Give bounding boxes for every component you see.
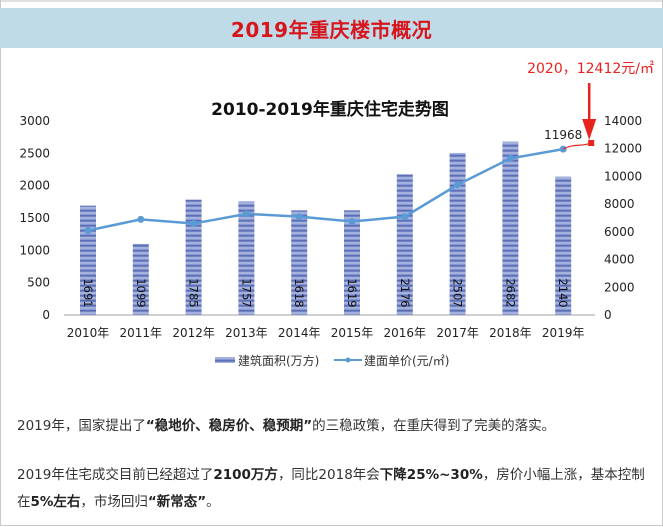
projection-marker: [588, 140, 595, 147]
bar: [185, 199, 202, 315]
x-tick-label: 2016年: [384, 326, 427, 340]
bar-data-label: 2176: [398, 278, 412, 307]
x-tick-label: 2011年: [120, 326, 163, 340]
projection-label: 2020，12412元/㎡: [527, 61, 654, 77]
p2-bold-volume: 2100万方: [213, 467, 278, 483]
left-tick-label: 1000: [19, 243, 50, 257]
left-tick-label: 2000: [19, 179, 50, 193]
bar: [80, 205, 96, 315]
bar-data-label: 1099: [134, 278, 148, 307]
right-tick-label: 10000: [604, 169, 642, 183]
bar-data-label: 1691: [81, 278, 95, 307]
p2-text-i: 。: [206, 494, 220, 510]
x-axis-labels: 2010年 2011年 2012年 2013年 2014年 2015年 2016年 2017年…: [67, 326, 585, 340]
x-tick-label: 2010年: [67, 326, 110, 340]
bar-data-label: 1619: [345, 278, 359, 307]
line-marker: [506, 154, 514, 162]
line-data-label: 11968: [544, 128, 582, 142]
chart-title: 2010-2019年重庆住宅走势图: [211, 99, 449, 120]
left-tick-label: 3000: [19, 114, 50, 128]
housing-trend-chart: 2010-2019年重庆住宅走势图 0 500 1000 1500 2000 2500 30…: [19, 61, 654, 368]
right-tick-label: 12000: [604, 142, 642, 156]
right-tick-label: 6000: [604, 225, 635, 239]
right-tick-label: 4000: [604, 253, 635, 267]
bar-data-label: 2682: [503, 278, 517, 307]
paragraph-policy: 2019年，国家提出了“稳地价、稳房价、稳预期”的三稳政策，在重庆得到了完美的落…: [17, 413, 647, 440]
right-axis: 0 2000 4000 6000 8000 10000 12000 14000: [604, 114, 642, 322]
right-tick-label: 0: [604, 308, 612, 322]
x-tick-label: 2013年: [225, 326, 268, 340]
line-marker: [242, 210, 250, 218]
bar-data-label: 2507: [451, 278, 465, 307]
bar: [449, 152, 466, 315]
bar: [344, 210, 360, 315]
line-marker: [137, 215, 145, 223]
bar-data-label: 1757: [239, 278, 253, 307]
left-tick-label: 1500: [19, 211, 50, 225]
right-tick-label: 14000: [604, 114, 642, 128]
bar: [238, 201, 255, 315]
x-tick-label: 2014年: [278, 326, 321, 340]
left-tick-label: 500: [27, 276, 50, 290]
p2-bold-new-normal: “新常态”: [147, 494, 207, 510]
price-line: [87, 147, 564, 232]
bar-data-label: 1618: [292, 278, 306, 307]
p2-bold-growth: 5%左右: [30, 494, 81, 510]
legend-swatch-marker: [345, 357, 351, 363]
arrow-down-icon: [582, 119, 597, 141]
bar-series: 1691 1099 1785 1757 1618 1619 2176 2507 2682 2140: [80, 141, 572, 315]
projection-annotation: [562, 83, 597, 150]
projection-line: [562, 142, 592, 150]
paragraph-market: 2019年住宅成交目前已经超过了2100万方，同比2018年会下降25%~30%…: [17, 462, 647, 516]
bar: [502, 141, 519, 315]
legend-swatch-bar: [215, 357, 235, 363]
p2-bold-decline: 下降25%~30%: [379, 467, 483, 483]
line-marker: [84, 226, 92, 234]
p2-text-e: ，房价小幅上涨，基本控制在: [17, 467, 645, 510]
p2-text-g: ，市场回归: [80, 494, 148, 510]
bar: [396, 174, 413, 315]
line-series: 11968: [84, 128, 582, 234]
x-tick-label: 2012年: [172, 326, 215, 340]
bar: [555, 176, 572, 315]
line-marker: [295, 213, 303, 221]
x-tick-label: 2017年: [436, 326, 479, 340]
section-header: 2019年重庆楼市概况: [0, 8, 663, 48]
right-tick-label: 8000: [604, 197, 635, 211]
p1-text-a: 2019年，国家提出了: [17, 418, 146, 434]
bar-data-label: 1785: [187, 278, 201, 307]
bar: [132, 243, 149, 315]
chart-legend: 建筑面积(万方) 建面单价(元/㎡): [215, 353, 449, 368]
right-tick-label: 2000: [604, 280, 635, 294]
line-marker: [348, 217, 356, 225]
line-marker: [454, 181, 462, 189]
left-tick-label: 0: [42, 308, 50, 322]
p2-text-c: ，同比2018年会: [277, 467, 380, 483]
p1-text-c: 的三稳政策，在重庆得到了完美的落实。: [312, 418, 556, 434]
x-tick-label: 2018年: [489, 326, 532, 340]
left-axis: 0 500 1000 1500 2000 2500 3000: [19, 114, 50, 322]
top-border: [0, 0, 663, 2]
header-title: 2019年重庆楼市概况: [230, 17, 433, 42]
left-tick-label: 2500: [19, 146, 50, 160]
bar: [291, 210, 308, 315]
bar-data-label: 2140: [556, 278, 570, 307]
line-marker: [190, 220, 198, 228]
legend-label-bar: 建筑面积(万方): [238, 353, 319, 368]
legend-label-line: 建面单价(元/㎡): [364, 354, 449, 368]
line-marker: [401, 213, 409, 221]
p1-bold-policy: “稳地价、稳房价、稳预期”: [145, 418, 313, 434]
x-tick-label: 2015年: [331, 326, 374, 340]
x-tick-label: 2019年: [542, 326, 585, 340]
p2-text-a: 2019年住宅成交目前已经超过了: [17, 467, 214, 483]
